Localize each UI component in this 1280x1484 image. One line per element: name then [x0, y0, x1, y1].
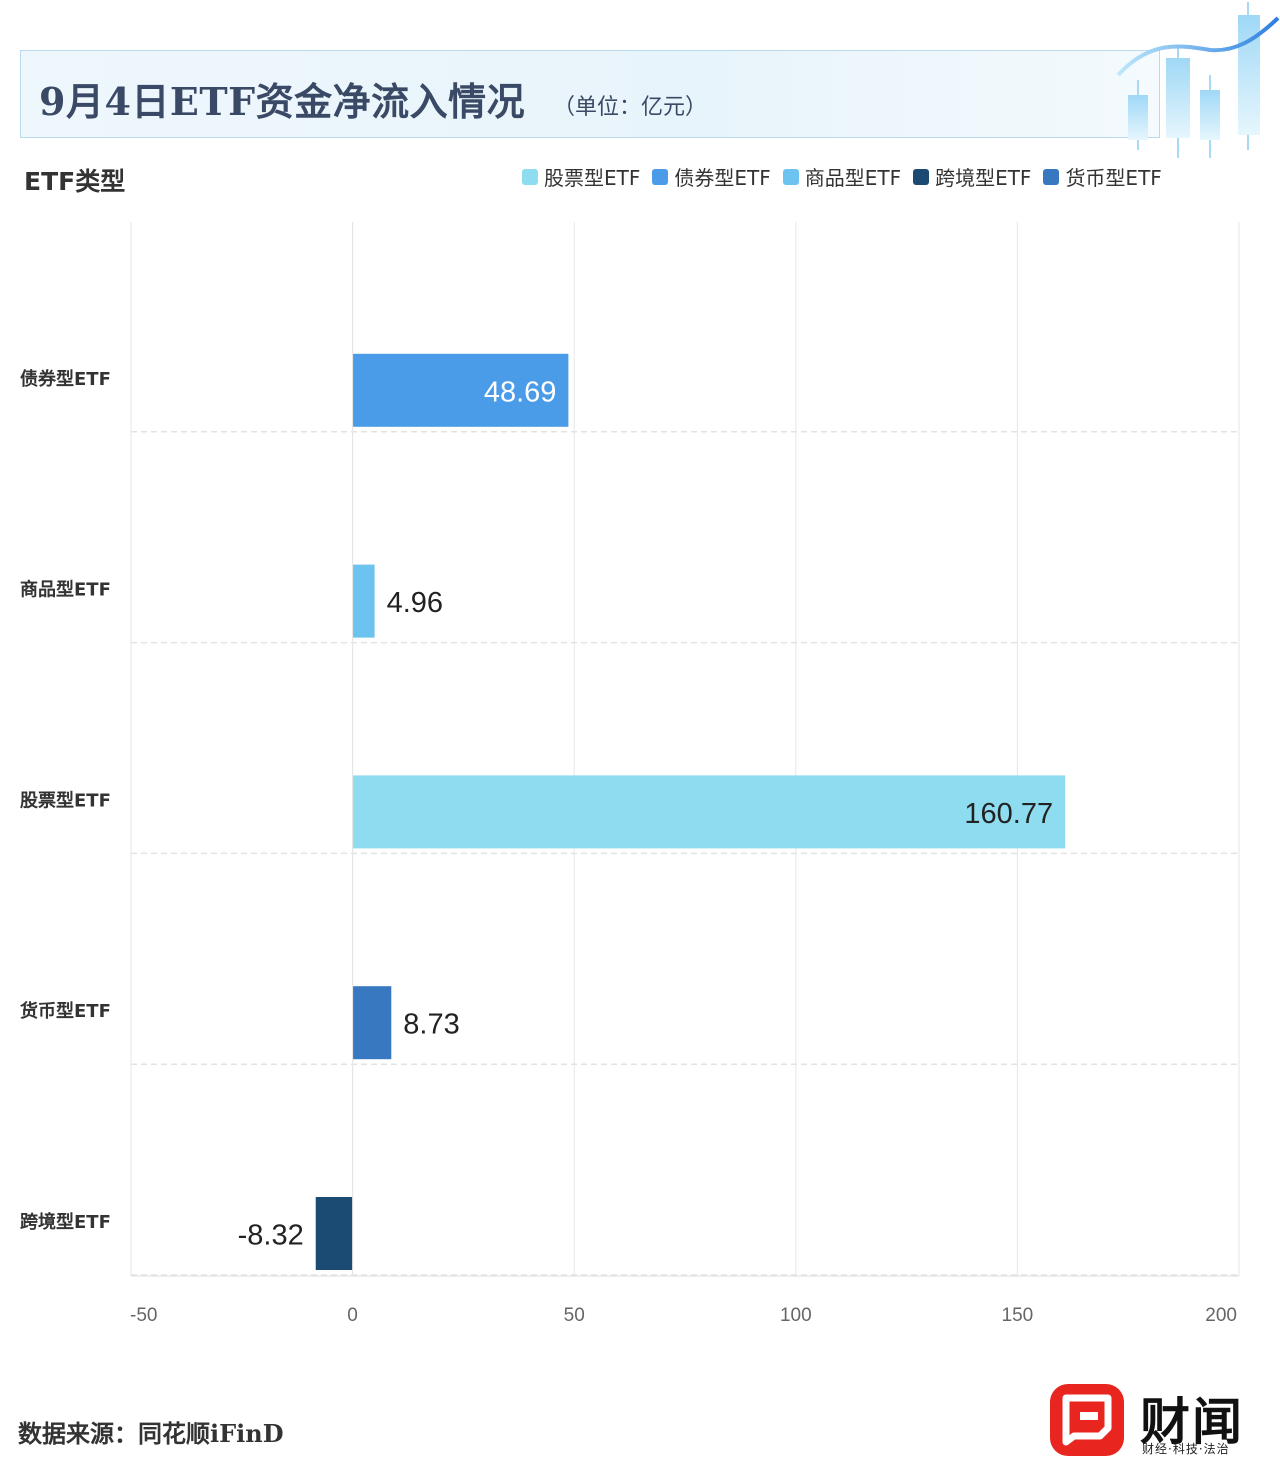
chat-bubble-icon: [1050, 1384, 1124, 1456]
chart-title: 9月4日ETF资金净流入情况: [39, 79, 526, 124]
value-label: 160.77: [964, 798, 1053, 830]
bar-chart: -50 0 50 100 150 200 债券型ETF 48.69 商品型ETF 4.96 股票型E…: [19, 222, 1240, 1326]
legend-swatch: [1043, 168, 1060, 185]
brand-slogan: 财经·科技·法治: [1142, 1442, 1230, 1456]
x-tick-label: 0: [347, 1305, 358, 1326]
legend-item: 债券型ETF: [652, 162, 771, 191]
category-label: 债券型ETF: [20, 368, 111, 390]
value-label: 4.96: [387, 587, 443, 619]
category-label: 货币型ETF: [20, 1000, 111, 1022]
bar: [352, 564, 375, 638]
legend-label: 债券型ETF: [674, 166, 771, 190]
bar: [352, 353, 569, 427]
legend-swatch: [522, 168, 538, 185]
brand-logo: 财闻 财经·科技·法治: [1050, 1382, 1270, 1462]
legend-label: 股票型ETF: [544, 166, 641, 190]
x-tick-label: -50: [130, 1305, 157, 1326]
legend-swatch: [913, 168, 930, 185]
bar: [315, 1197, 353, 1270]
y-axis-title: ETF类型: [24, 167, 126, 196]
legend-swatch: [652, 168, 669, 185]
value-label: 8.73: [403, 1009, 459, 1041]
legend-item: 股票型ETF: [522, 162, 640, 191]
category-label: 股票型ETF: [19, 789, 111, 811]
category-label: 商品型ETF: [20, 579, 111, 601]
value-label: 48.69: [484, 376, 557, 408]
bar: [352, 986, 392, 1060]
legend-swatch: [782, 168, 799, 185]
decorative-candlestick-icon: [1116, 2, 1280, 158]
legend: 股票型ETF 债券型ETF 商品型ETF 跨境型ETF 货币型ETF: [522, 162, 1162, 191]
brand-name: 财闻: [1140, 1392, 1244, 1451]
x-tick-label: 200: [1205, 1305, 1237, 1326]
value-label: -8.32: [238, 1220, 304, 1252]
legend-label: 商品型ETF: [804, 166, 902, 190]
x-tick-label: 150: [1002, 1305, 1034, 1326]
legend-item: 商品型ETF: [782, 162, 902, 191]
title-banner: 9月4日ETF资金净流入情况 （单位：亿元）: [20, 50, 1160, 138]
x-tick-label: 50: [564, 1305, 585, 1326]
legend-label: 货币型ETF: [1065, 166, 1162, 190]
legend-item: 货币型ETF: [1043, 162, 1162, 191]
category-label: 跨境型ETF: [20, 1211, 111, 1233]
bar: [352, 775, 1066, 849]
data-source: 数据来源：同花顺iFinD: [18, 1419, 284, 1448]
x-tick-label: 100: [780, 1305, 812, 1326]
chart-unit: （单位：亿元）: [553, 95, 708, 120]
legend-item: 跨境型ETF: [913, 162, 1031, 191]
legend-label: 跨境型ETF: [935, 166, 1032, 190]
